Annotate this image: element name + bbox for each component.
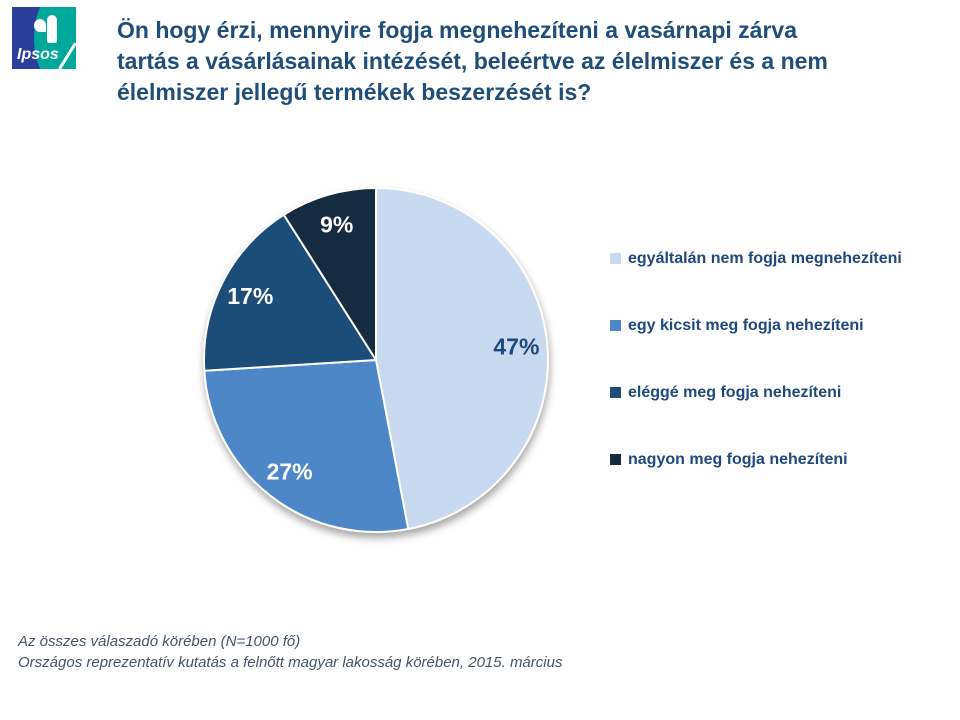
title-line-3: élelmiszer jellegű termékek beszerzését … (117, 79, 592, 105)
footnote-line-1: Az összes válaszadó körében (N=1000 fő) (18, 633, 301, 650)
footnote: Az összes válaszadó körében (N=1000 fő) … (18, 631, 562, 673)
pie-slice-1 (375, 187, 549, 530)
ipsos-figure-icon (34, 15, 60, 45)
pie-data-label-3: 17% (227, 283, 273, 309)
pie-data-label-1: 47% (493, 334, 539, 360)
legend-swatch-4 (610, 454, 621, 465)
ipsos-logo: Ipsos (12, 7, 76, 69)
legend-swatch-1 (610, 253, 621, 264)
legend-item-1: egyáltalán nem fogja megnehezíteni (610, 249, 902, 268)
legend-item-2: egy kicsit meg fogja nehezíteni (610, 316, 902, 335)
legend-label-2: egy kicsit meg fogja nehezíteni (628, 317, 864, 334)
title-line-2: tartás a vásárlásainak intézését, beleér… (117, 48, 828, 74)
title-line-1: Ön hogy érzi, mennyire fogja megnehezíte… (117, 17, 797, 43)
legend-swatch-2 (610, 320, 621, 331)
ipsos-logo-text: Ipsos (17, 46, 59, 63)
pie-slice-4 (282, 187, 377, 361)
question-title: Ön hogy érzi, mennyire fogja megnehezíte… (117, 15, 828, 108)
pie-slice-2 (203, 359, 410, 533)
pie-data-label-4: 9% (320, 212, 353, 238)
chart-legend: egyáltalán nem fogja megnehezíteni egy k… (610, 249, 902, 469)
legend-item-3: eléggé meg fogja nehezíteni (610, 383, 902, 402)
legend-label-1: egyáltalán nem fogja megnehezíteni (628, 250, 902, 267)
pie-slice-3 (203, 213, 377, 372)
legend-label-3: eléggé meg fogja nehezíteni (628, 384, 842, 401)
legend-item-4: nagyon meg fogja nehezíteni (610, 450, 902, 469)
footnote-line-2: Országos reprezentatív kutatás a felnőtt… (18, 654, 563, 671)
pie-chart-svg: 47% 27% 17% 9% (203, 187, 549, 533)
pie-data-label-2: 27% (267, 458, 313, 484)
legend-swatch-3 (610, 387, 621, 398)
pie-chart: 47% 27% 17% 9% (191, 176, 561, 556)
legend-label-4: nagyon meg fogja nehezíteni (628, 451, 848, 468)
